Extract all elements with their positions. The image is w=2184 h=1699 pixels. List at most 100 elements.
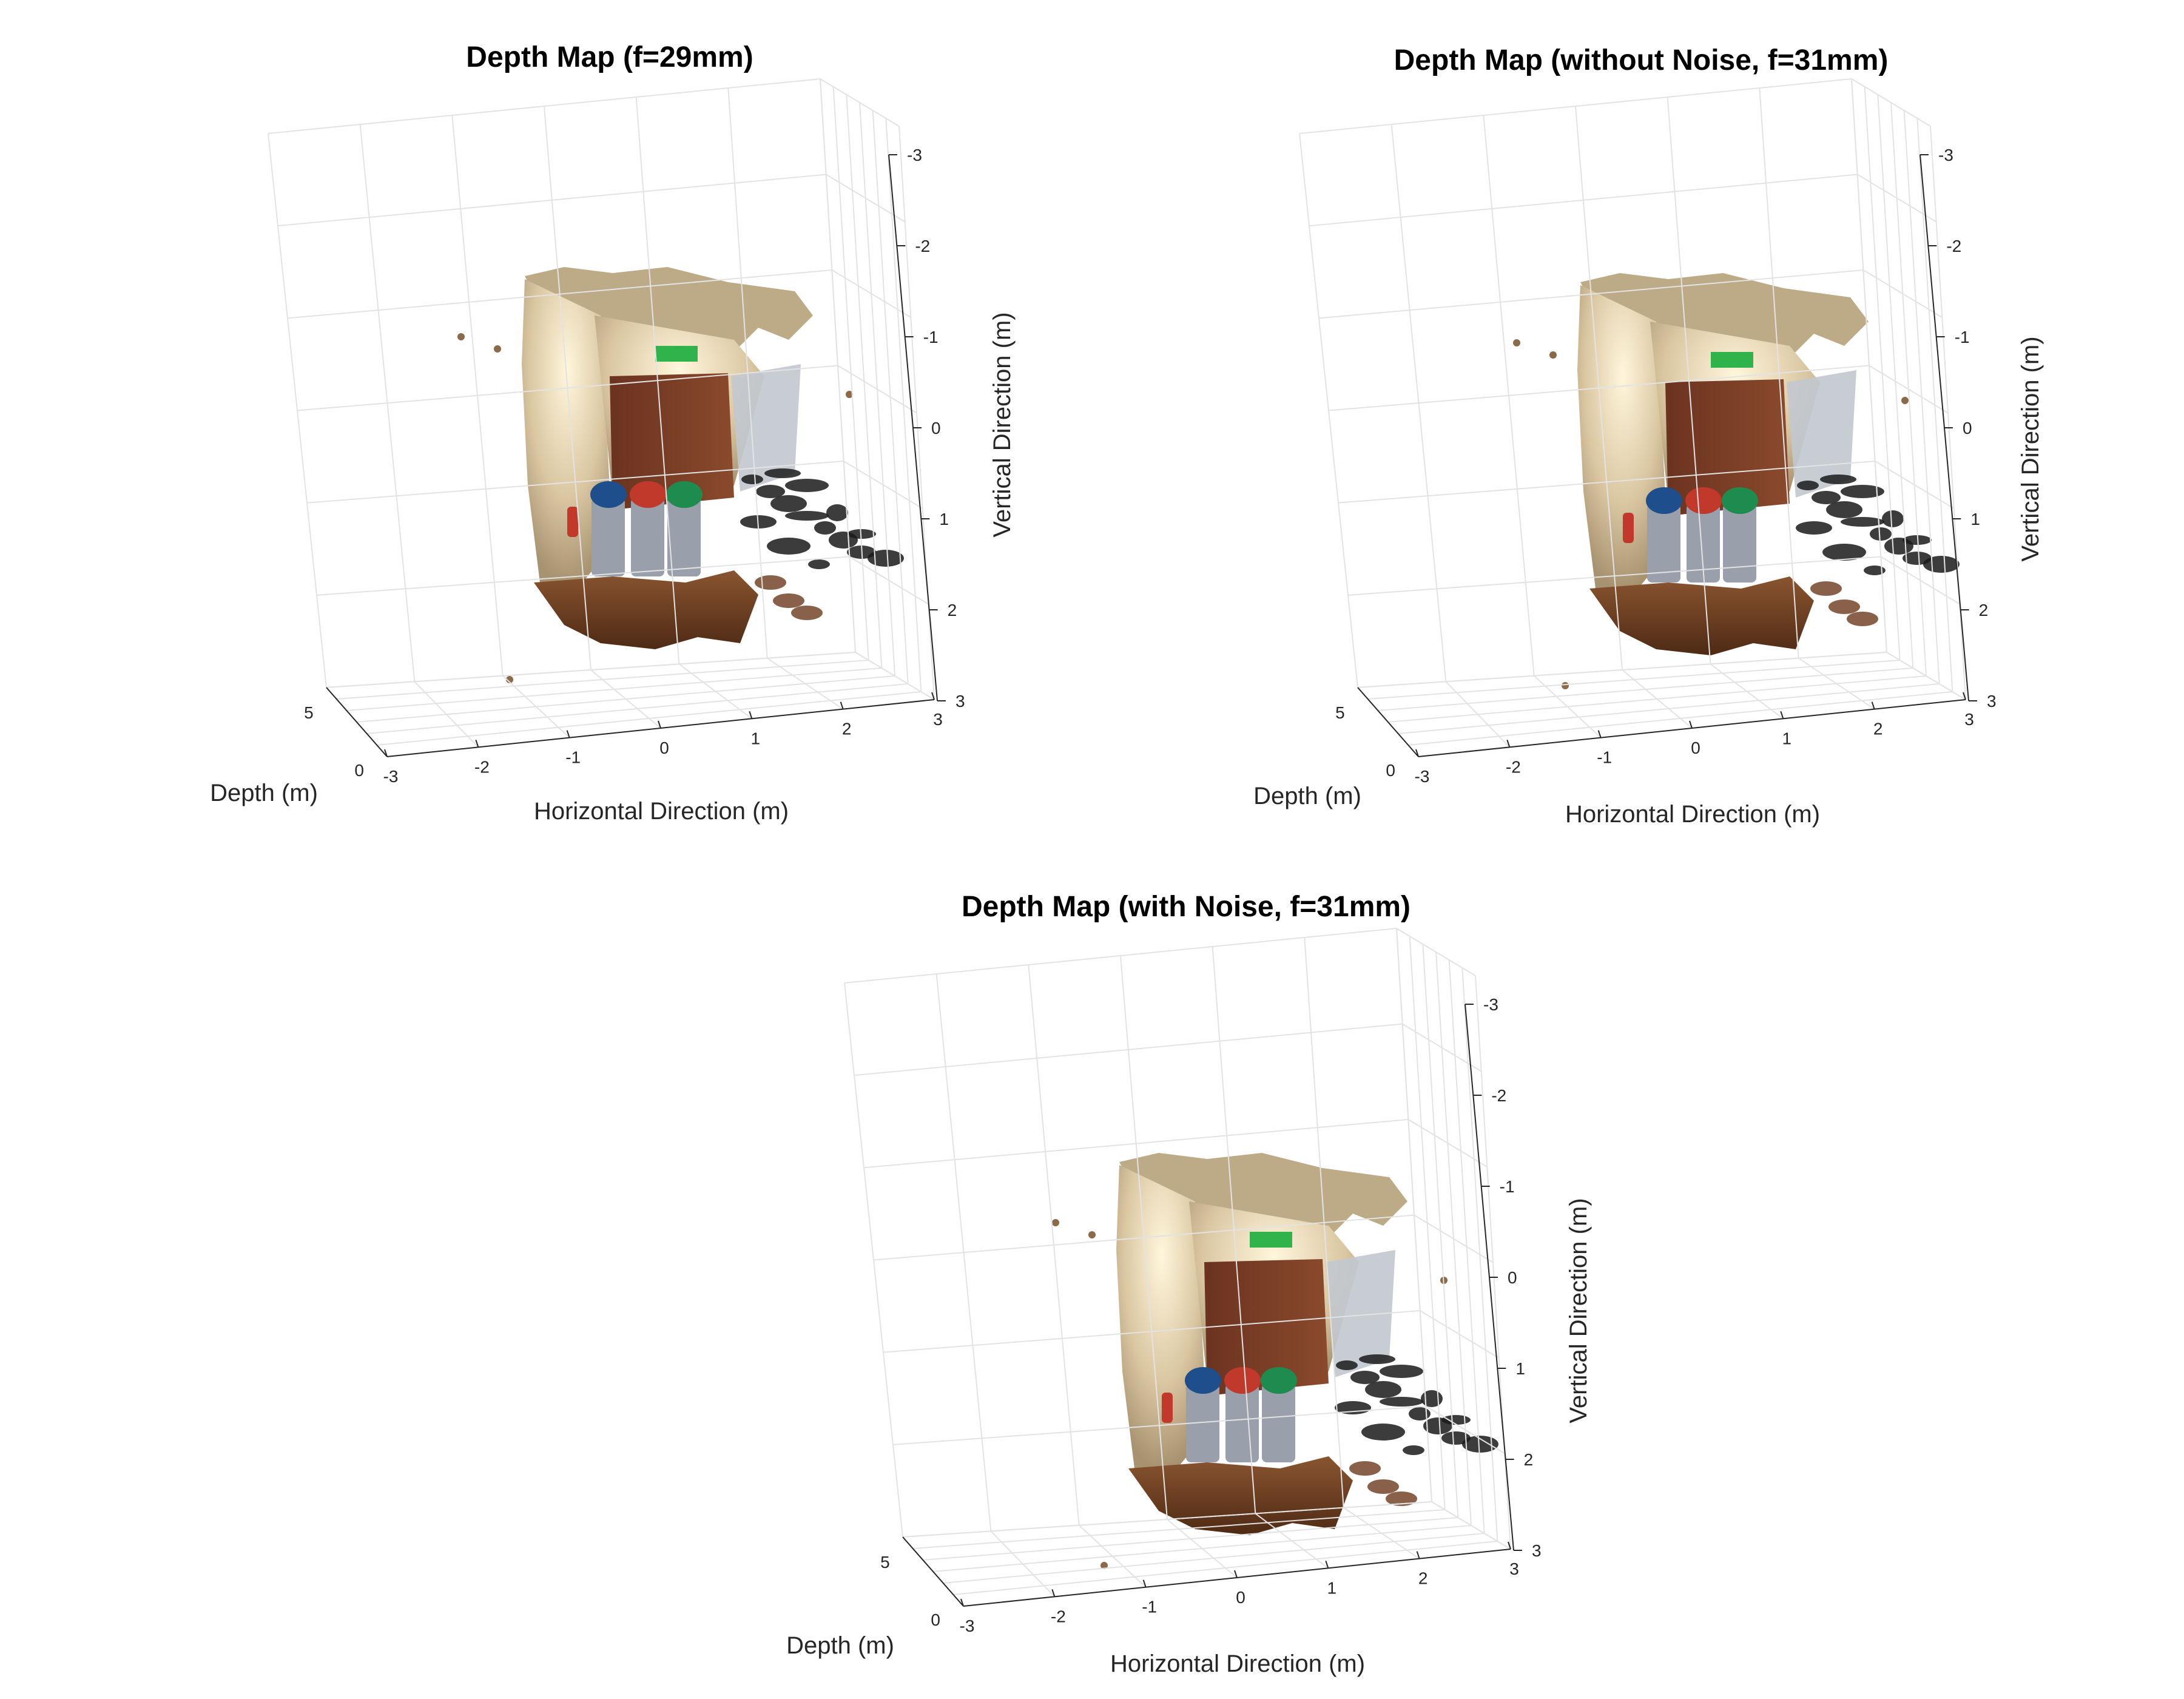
panel-depth-map-without-noise: Depth Map (without Noise, f=31mm) -3 -2 -1… [1253,44,2044,828]
grid-line [326,652,856,688]
noise-points [814,521,836,535]
grid-line [943,1533,1485,1584]
x-tick-label: -2 [474,757,490,776]
bin-lid-points [666,481,703,508]
bin-points [1723,504,1756,583]
grid-line [1408,691,1953,746]
x-tick [1416,1551,1420,1559]
bin-lid-points [1646,487,1682,514]
noise-points [1841,485,1884,498]
bin-lid-points [1224,1367,1261,1394]
noise-points [1903,535,1932,545]
x-tick-label: 1 [1327,1578,1337,1597]
x-tick [1689,720,1693,729]
z-tick-label: 0 [1963,419,1972,437]
grid-line [377,691,922,746]
y-tick-label: 0 [354,761,364,780]
x-tick-label: 1 [1782,729,1792,748]
outlier-point [506,676,513,683]
outlier-point [1901,397,1909,404]
noise-points [1820,475,1856,484]
ceiling-points [525,267,813,358]
left-wall-points [522,279,613,583]
z-axis-label: Vertical Direction (m) [2017,336,2044,561]
grid-line [1425,1405,1505,1454]
x-tick-label: -2 [1051,1607,1066,1626]
x-tick [1597,730,1602,738]
chart-title: Depth Map (f=29mm) [466,41,753,73]
outlier-point [457,333,465,340]
bin-points [1687,504,1720,583]
noise-points [847,529,876,539]
x-tick-label: 1 [751,729,761,748]
y-tick-label: 5 [880,1553,890,1572]
z-tick-label: -3 [1938,146,1953,164]
y-axis-line [326,687,388,757]
floor-points [534,570,758,649]
noise-points [1421,1390,1443,1407]
noise-points [1462,1436,1498,1453]
noise-points [1796,521,1832,535]
outlier-point [1513,339,1520,346]
noise-points [1841,517,1884,527]
x-tick [1325,1561,1329,1569]
outlier-point [1100,1562,1108,1569]
x-tick [1780,711,1784,719]
x-tick-label: -1 [565,748,581,767]
y-axis-line [1357,687,1419,757]
right-wall-points [731,364,801,491]
outlier-point [1562,682,1569,689]
bin-lid-points [1685,487,1722,514]
noise-points [1361,1424,1405,1441]
floor-streak-points [1847,612,1878,626]
noise-points [1864,566,1886,575]
point-cloud [457,267,904,683]
noise-points [1380,1365,1423,1378]
noise-points [868,550,904,567]
room-scene [457,267,904,683]
x-tick-label: 0 [659,738,669,757]
z-tick-label: -2 [1491,1086,1506,1105]
grid-line [843,461,923,509]
grid-line [837,365,917,414]
noise-points [1826,501,1862,518]
noise-points [1380,1397,1423,1407]
bin-lid-points [590,481,627,508]
exit-sign-points [1250,1232,1292,1248]
grid-line [1875,461,1955,509]
outlier-point [1052,1219,1059,1226]
grid-line [932,1525,1472,1572]
y-tick-label: 5 [304,703,314,722]
z-tick-label: 3 [1532,1541,1542,1560]
right-wall-points [1326,1250,1395,1377]
z-tick-label: 2 [948,601,957,620]
x-tick [384,749,388,757]
grid-line [1367,660,1900,700]
y-axis-label: Depth (m) [210,780,318,806]
grid-line [1398,683,1940,734]
panel-depth-map-with-noise: Depth Map (with Noise, f=31mm) -3 -2 -1 0 1 2… [786,891,1592,1677]
floor-streak-points [773,593,804,608]
floor-streak-points [1349,1461,1381,1476]
noise-points [1923,556,1960,573]
grid-line [1414,1214,1494,1263]
x-axis-label: Horizontal Direction (m) [534,798,789,825]
tick-labels: -3 -2 -1 0 1 2 3 0 5 -3 -2 -1 0 1 2 3 [304,146,965,786]
axes-box [268,78,946,757]
x-tick-label: -3 [960,1616,975,1635]
y-tick-label: 0 [931,1610,940,1629]
x-tick [475,740,479,748]
noise-points [764,468,801,478]
z-tick-label: 3 [1987,692,1997,711]
panel-depth-map-f29: Depth Map (f=29mm) -3 -2 -1 0 1 2 3 0 5 -3 -2 -1 0 1 2… [210,41,1016,825]
extinguisher-points [567,507,578,537]
bin-points [1225,1383,1259,1462]
noise-points [1365,1381,1401,1398]
z-tick-label: 2 [1979,601,1989,620]
z-tick-label: 0 [1508,1268,1517,1287]
x-tick-label: 0 [1691,738,1700,757]
door-points [1204,1259,1329,1396]
noise-points [767,538,811,555]
extinguisher-points [1162,1393,1173,1423]
